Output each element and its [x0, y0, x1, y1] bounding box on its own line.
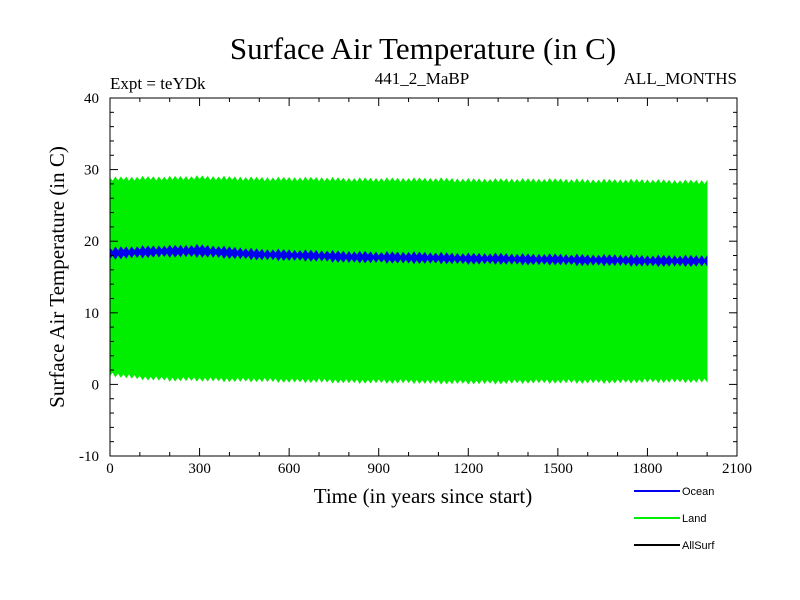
legend: Ocean Land AllSurf [634, 486, 715, 552]
y-tick-label: 0 [92, 377, 100, 393]
legend-label-land: Land [682, 513, 706, 525]
y-tick-label: 10 [84, 306, 99, 322]
legend-label-allsurf: AllSurf [682, 540, 715, 552]
plot-frame [109, 97, 738, 457]
legend-label-ocean: Ocean [682, 486, 714, 498]
experiment-label: Expt = teYDk [110, 74, 206, 93]
y-tick-label: -10 [79, 449, 99, 465]
series-land-band [109, 175, 708, 385]
y-tick-label: 30 [84, 163, 99, 179]
months-label: ALL_MONTHS [624, 69, 737, 88]
tick-layer: 0 300 600 900 1200 1500 1800 2100 -10 0 10 20 30 40 [79, 91, 752, 477]
x-tick-label: 300 [188, 461, 211, 477]
series-ocean-band [109, 243, 708, 268]
x-tick-label: 900 [367, 461, 390, 477]
x-axis-label: Time (in years since start) [314, 484, 533, 508]
y-axis-label: Surface Air Temperature (in C) [45, 146, 69, 408]
x-tick-label: 1200 [453, 461, 483, 477]
y-tick-label: 40 [84, 91, 99, 107]
x-tick-label: 2100 [722, 461, 752, 477]
chart-title: Surface Air Temperature (in C) [230, 31, 616, 66]
x-tick-label: 1800 [632, 461, 662, 477]
y-tick-label: 20 [84, 234, 99, 250]
x-tick-label: 1500 [543, 461, 573, 477]
x-tick-label: 600 [278, 461, 301, 477]
series-layer [109, 175, 708, 385]
x-tick-label: 0 [106, 461, 114, 477]
run-label: 441_2_MaBP [375, 69, 469, 88]
